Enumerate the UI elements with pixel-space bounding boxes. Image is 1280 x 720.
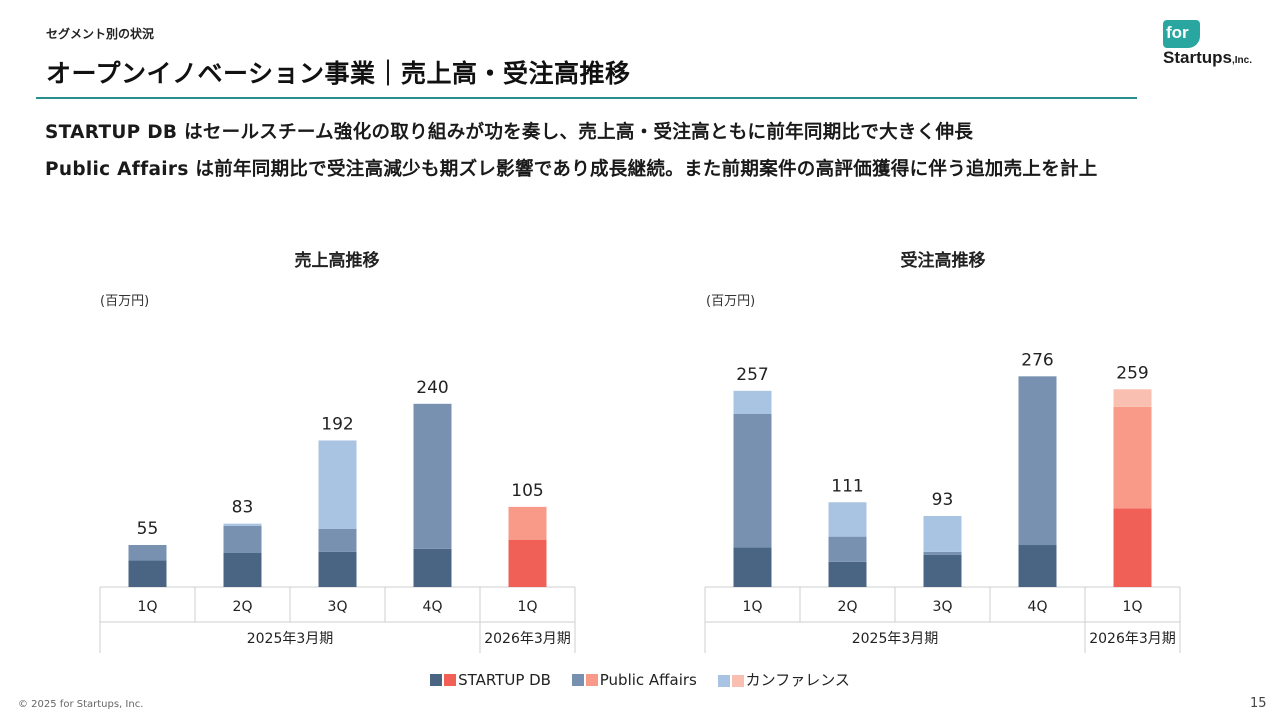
orders-bar-startup-db: [1018, 545, 1057, 587]
logo-badge: [1163, 20, 1200, 48]
sales-total-label: 83: [232, 498, 254, 518]
title-divider: [36, 97, 1137, 99]
orders-bar-public-affairs: [733, 413, 772, 548]
legend-swatch-startup-db-current: [444, 674, 457, 686]
orders-chart-unit: (百万円): [706, 294, 756, 309]
orders-total-label: 259: [1116, 363, 1148, 383]
sales-tick-label: 4Q: [423, 599, 443, 615]
legend-label-conference: カンファレンス: [745, 671, 850, 689]
sales-fiscal-group-label: 2026年3月期: [484, 631, 571, 647]
key-message-1: STARTUP DB はセールスチーム強化の取り組みが功を奏し、売上高・受注高と…: [45, 122, 974, 143]
orders-fiscal-group-label: 2026年3月期: [1089, 631, 1176, 647]
sales-tick-label: 1Q: [138, 599, 158, 615]
orders-total-label: 257: [736, 365, 768, 385]
sales-tick-label: 2Q: [233, 599, 253, 615]
legend-swatch-conference-current: [731, 674, 744, 687]
logo-suffix: ,Inc.: [1231, 55, 1252, 66]
orders-tick-label: 3Q: [933, 599, 953, 615]
sales-chart-title: 売上高推移: [294, 251, 380, 271]
legend-item-conference: カンファレンス: [717, 669, 850, 690]
orders-chart-title: 受注高推移: [900, 251, 986, 271]
orders-fiscal-group-label: 2025年3月期: [852, 631, 939, 647]
logo-text-startups: Startups,Inc.: [1163, 48, 1252, 68]
key-message-2: Public Affairs は前年同期比で受注高減少も期ズレ影響であり成長継続…: [45, 159, 1098, 180]
sales-total-label: 105: [511, 481, 543, 501]
legend-swatch-conference-past: [717, 674, 730, 687]
orders-bar-conference: [733, 390, 772, 414]
legend-label-startup-db: STARTUP DB: [458, 670, 551, 689]
sales-bar-public-affairs: [318, 528, 357, 552]
logo-wordmark: Startups: [1163, 48, 1232, 67]
sales-bar-conference: [223, 523, 262, 526]
orders-tick-label: 2Q: [838, 599, 858, 615]
sales-total-label: 55: [137, 519, 159, 539]
orders-bar-startup-db: [923, 554, 962, 587]
page-number: 15: [1250, 696, 1267, 711]
sales-bar-public-affairs: [508, 506, 547, 540]
orders-bar-public-affairs: [828, 536, 867, 562]
sales-bar-startup-db: [413, 548, 452, 587]
orders-tick-label: 4Q: [1028, 599, 1048, 615]
section-label: セグメント別の状況: [46, 27, 155, 41]
orders-bar-conference: [828, 502, 867, 537]
orders-bar-public-affairs: [1018, 376, 1057, 546]
orders-bar-startup-db: [828, 561, 867, 587]
sales-total-label: 240: [416, 378, 448, 398]
logo-text-for: for: [1166, 23, 1189, 42]
sales-bar-startup-db: [128, 560, 167, 587]
orders-tick-label: 1Q: [743, 599, 763, 615]
sales-bar-public-affairs: [223, 525, 262, 553]
copyright: © 2025 for Startups, Inc.: [18, 699, 144, 710]
company-logo: for Startups,Inc.: [1163, 18, 1273, 74]
legend-swatch-public-affairs-current: [585, 674, 598, 686]
sales-bar-startup-db: [318, 551, 357, 587]
orders-bar-startup-db: [733, 547, 772, 587]
sales-tick-label: 3Q: [328, 599, 348, 615]
orders-bar-conference: [1113, 389, 1152, 407]
legend-item-startup-db: STARTUP DB: [430, 671, 551, 689]
sales-fiscal-group-label: 2025年3月期: [247, 631, 334, 647]
orders-bar-startup-db: [1113, 508, 1152, 587]
orders-tick-label: 1Q: [1123, 599, 1143, 615]
orders-bar-public-affairs: [923, 551, 962, 555]
legend-swatch-public-affairs-past: [571, 674, 584, 686]
sales-tick-label: 1Q: [518, 599, 538, 615]
sales-bar-startup-db: [223, 552, 262, 587]
sales-chart-unit: (百万円): [100, 294, 150, 309]
chart-legend: STARTUP DB Public Affairs カンファレンス: [0, 669, 1280, 690]
legend-label-public-affairs: Public Affairs: [599, 670, 697, 689]
sales-total-label: 192: [321, 414, 353, 434]
orders-bar-conference: [923, 516, 962, 552]
page-title: オープンイノベーション事業｜売上高・受注高推移: [46, 59, 631, 88]
orders-bar-public-affairs: [1113, 406, 1152, 509]
legend-swatch-startup-db-past: [430, 674, 443, 686]
legend-item-public-affairs: Public Affairs: [571, 670, 697, 689]
sales-bar-startup-db: [508, 539, 547, 587]
orders-total-label: 93: [932, 490, 954, 510]
sales-bar-public-affairs: [413, 403, 452, 549]
orders-total-label: 276: [1021, 350, 1053, 370]
sales-bar-public-affairs: [128, 545, 167, 561]
sales-bar-conference: [318, 440, 357, 529]
orders-total-label: 111: [831, 476, 863, 496]
